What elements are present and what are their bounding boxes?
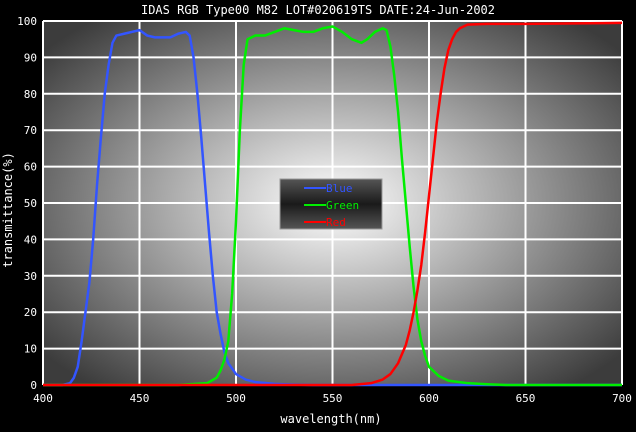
y-tick-label: 10 [24, 343, 37, 356]
y-tick-label: 0 [30, 379, 37, 392]
x-tick-label: 700 [612, 392, 632, 405]
y-tick-label: 40 [24, 233, 37, 246]
x-tick-label: 450 [130, 392, 150, 405]
x-tick-label: 550 [323, 392, 343, 405]
y-tick-label: 100 [17, 15, 37, 28]
x-tick-label: 400 [33, 392, 53, 405]
y-axis-label: transmittance(%) [1, 152, 15, 268]
legend-label-green: Green [326, 199, 359, 212]
x-tick-label: 650 [516, 392, 536, 405]
y-tick-label: 20 [24, 306, 37, 319]
y-tick-label: 30 [24, 270, 37, 283]
series-line-blue [43, 28, 622, 387]
tick-labels: 400 450 500 550 600 650 700 0 10 20 30 40 50 60 70 80 90… [17, 15, 632, 405]
series-line-green [43, 25, 622, 387]
chart-title: IDAS RGB Type00 M82 LOT#020619TS DATE:24… [141, 3, 495, 17]
y-tick-label: 80 [24, 88, 37, 101]
x-axis-label: wavelength(nm) [280, 412, 381, 426]
y-tick-label: 90 [24, 51, 37, 64]
legend-box [279, 178, 383, 230]
series-line-red [43, 21, 623, 387]
legend-label-red: Red [326, 216, 346, 229]
legend-label-blue: Blue [326, 182, 353, 195]
series-layer [43, 21, 623, 387]
y-tick-label: 50 [24, 197, 37, 210]
x-tick-label: 600 [419, 392, 439, 405]
y-tick-label: 70 [24, 124, 37, 137]
legend: Blue Green Red [279, 178, 383, 230]
x-tick-label: 500 [226, 392, 246, 405]
y-tick-label: 60 [24, 161, 37, 174]
